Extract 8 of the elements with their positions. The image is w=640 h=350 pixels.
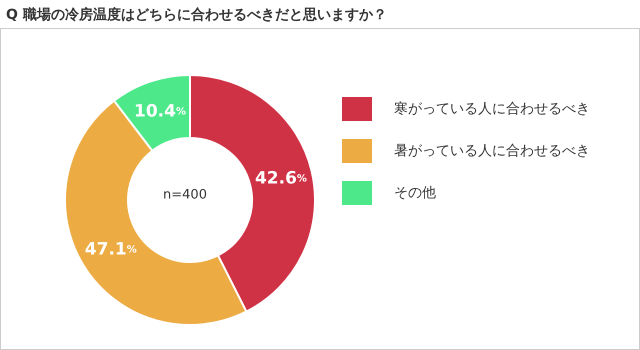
legend-label: 暑がっている人に合わせるべき [394, 142, 590, 160]
data-label: 47.1% [84, 240, 137, 260]
text: n=400 [163, 188, 207, 202]
legend-label: 寒がっている人に合わせるべき [394, 100, 590, 118]
chart-title: Q 職場の冷房温度はどちらに合わせるべきだと思いますか？ [6, 6, 387, 24]
data-label: 42.6% [254, 168, 307, 188]
legend-label: その他 [394, 184, 436, 202]
data-label: 10.4% [134, 101, 186, 122]
